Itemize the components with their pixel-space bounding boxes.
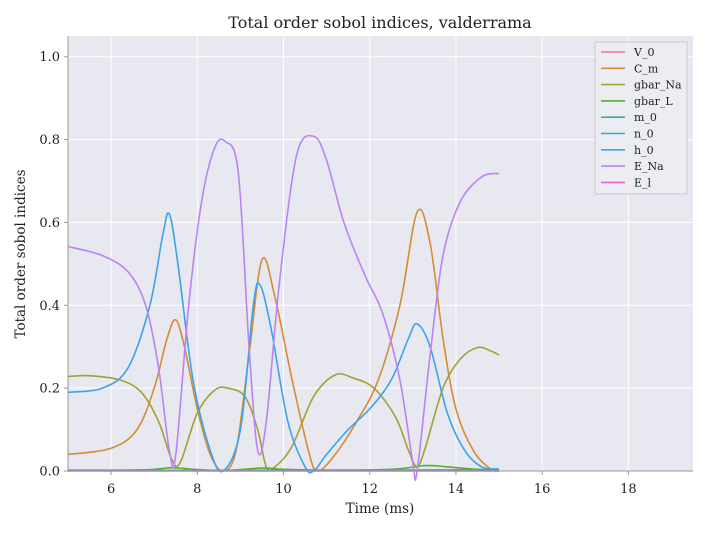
y-tick-label: 0.0 — [39, 465, 60, 480]
legend-label-n-0: n_0 — [634, 128, 654, 141]
legend-label-v-0: V_0 — [633, 46, 654, 59]
y-axis-title: Total order sobol indices — [13, 169, 29, 338]
x-tick-label: 16 — [534, 482, 551, 497]
x-tick-label: 12 — [361, 482, 378, 497]
x-axis-title: Time (ms) — [346, 501, 415, 517]
y-tick-label: 0.2 — [39, 382, 60, 397]
x-tick-label: 10 — [275, 482, 292, 497]
y-tick-label: 0.8 — [39, 133, 60, 148]
legend-label-gbar-l: gbar_L — [634, 95, 673, 108]
legend-label-gbar-na: gbar_Na — [634, 79, 682, 92]
x-tick-label: 8 — [193, 482, 201, 497]
legend-label-c-m: C_m — [634, 62, 659, 75]
legend: V_0 C_m gbar_Na gbar_L m_0 n_0 h_0 E_Na E_l — [595, 42, 687, 194]
legend-label-m-0: m_0 — [634, 111, 657, 124]
legend-label-h-0: h_0 — [634, 144, 654, 157]
y-tick-label: 0.4 — [39, 299, 60, 314]
x-tick-label: 6 — [107, 482, 115, 497]
x-tick-label: 14 — [448, 482, 465, 497]
y-tick-label: 0.6 — [39, 216, 60, 231]
chart-title: Total order sobol indices, valderrama — [228, 13, 532, 32]
x-tick-label: 18 — [620, 482, 637, 497]
legend-label-e-l: E_l — [634, 176, 652, 189]
y-tick-label: 1.0 — [39, 50, 60, 65]
legend-label-e-na: E_Na — [634, 160, 664, 173]
